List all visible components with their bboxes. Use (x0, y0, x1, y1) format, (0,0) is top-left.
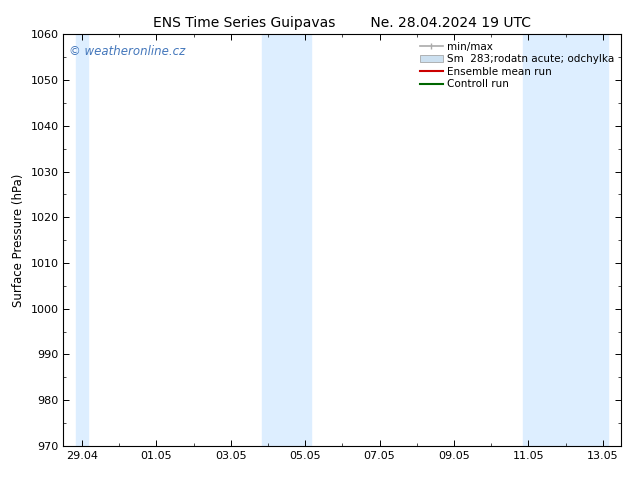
Text: © weatheronline.cz: © weatheronline.cz (69, 45, 185, 58)
Legend: min/max, Sm  283;rodatn acute; odchylka, Ensemble mean run, Controll run: min/max, Sm 283;rodatn acute; odchylka, … (418, 40, 616, 92)
Y-axis label: Surface Pressure (hPa): Surface Pressure (hPa) (12, 173, 25, 307)
Bar (560, 34, 608, 446)
Bar (262, 34, 311, 446)
Title: ENS Time Series Guipavas        Ne. 28.04.2024 19 UTC: ENS Time Series Guipavas Ne. 28.04.2024 … (153, 16, 531, 30)
Bar (523, 34, 560, 446)
Bar (77, 34, 87, 446)
